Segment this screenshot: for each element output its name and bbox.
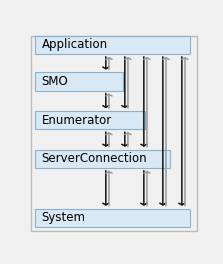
Text: Enumerator: Enumerator <box>42 114 112 127</box>
Bar <box>35 150 169 168</box>
Bar <box>35 72 123 91</box>
Bar <box>35 209 190 227</box>
Text: Application: Application <box>42 38 108 51</box>
Text: ServerConnection: ServerConnection <box>42 152 147 165</box>
Bar <box>35 111 145 129</box>
Text: SMO: SMO <box>42 75 68 88</box>
Text: System: System <box>42 211 86 224</box>
Bar <box>35 36 190 54</box>
